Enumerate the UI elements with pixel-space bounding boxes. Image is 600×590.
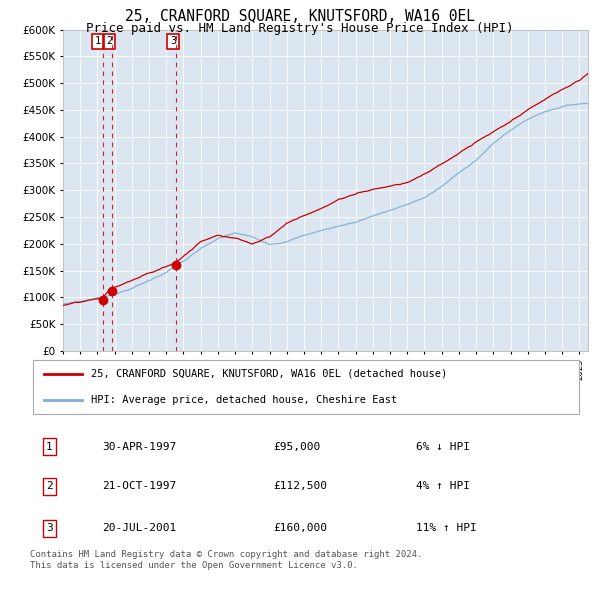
- Text: HPI: Average price, detached house, Cheshire East: HPI: Average price, detached house, Ches…: [91, 395, 397, 405]
- Text: 20-JUL-2001: 20-JUL-2001: [102, 523, 176, 533]
- Text: 25, CRANFORD SQUARE, KNUTSFORD, WA16 0EL (detached house): 25, CRANFORD SQUARE, KNUTSFORD, WA16 0EL…: [91, 369, 447, 379]
- Text: £95,000: £95,000: [273, 442, 320, 451]
- FancyBboxPatch shape: [33, 360, 579, 414]
- Text: £112,500: £112,500: [273, 481, 327, 491]
- Text: 1: 1: [94, 37, 101, 46]
- Text: 4% ↑ HPI: 4% ↑ HPI: [416, 481, 470, 491]
- Text: 2: 2: [106, 37, 113, 46]
- Text: 21-OCT-1997: 21-OCT-1997: [102, 481, 176, 491]
- Text: 11% ↑ HPI: 11% ↑ HPI: [416, 523, 477, 533]
- Text: 2: 2: [46, 481, 53, 491]
- Text: 3: 3: [46, 523, 53, 533]
- Text: Contains HM Land Registry data © Crown copyright and database right 2024.: Contains HM Land Registry data © Crown c…: [30, 550, 422, 559]
- Text: This data is licensed under the Open Government Licence v3.0.: This data is licensed under the Open Gov…: [30, 560, 358, 569]
- Text: 6% ↓ HPI: 6% ↓ HPI: [416, 442, 470, 451]
- Text: Price paid vs. HM Land Registry's House Price Index (HPI): Price paid vs. HM Land Registry's House …: [86, 22, 514, 35]
- Text: 1: 1: [46, 442, 53, 451]
- Text: £160,000: £160,000: [273, 523, 327, 533]
- Text: 3: 3: [170, 37, 176, 46]
- Text: 30-APR-1997: 30-APR-1997: [102, 442, 176, 451]
- Text: 25, CRANFORD SQUARE, KNUTSFORD, WA16 0EL: 25, CRANFORD SQUARE, KNUTSFORD, WA16 0EL: [125, 9, 475, 24]
